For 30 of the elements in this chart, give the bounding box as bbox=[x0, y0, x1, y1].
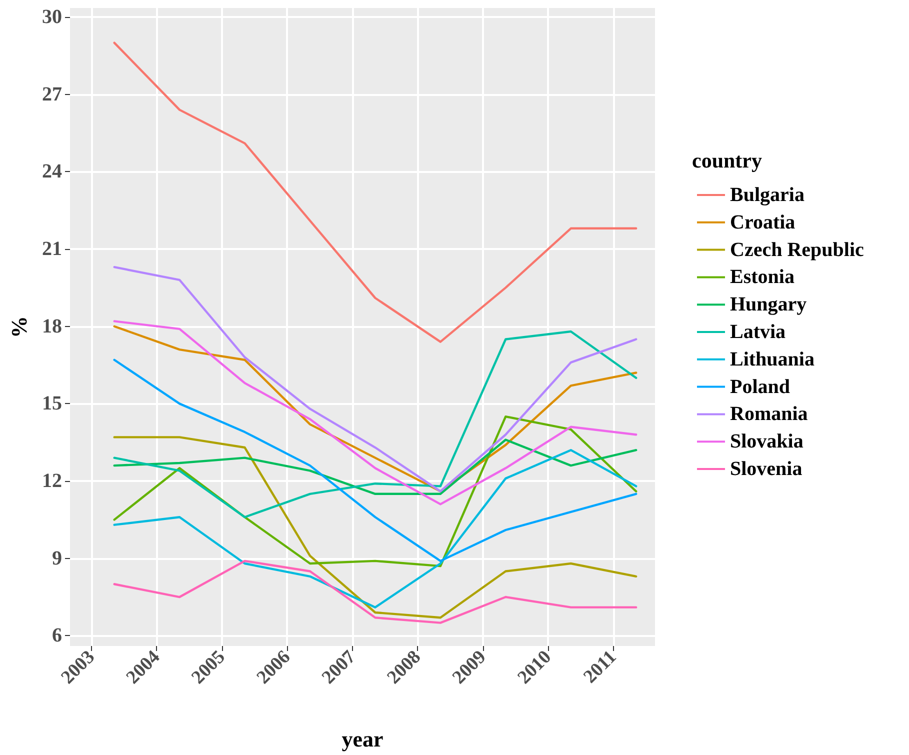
legend-label: Bulgaria bbox=[730, 184, 804, 206]
x-axis-title: year bbox=[342, 726, 384, 752]
y-tick-label: 27 bbox=[42, 83, 62, 106]
legend-title: country bbox=[692, 148, 762, 172]
line-series bbox=[113, 358, 638, 562]
legend-label: Slovenia bbox=[730, 458, 802, 480]
line-series bbox=[113, 42, 638, 343]
legend-label: Estonia bbox=[730, 266, 794, 288]
legend-label: Croatia bbox=[730, 211, 796, 234]
line-series bbox=[113, 266, 638, 492]
legend-label: Lithuania bbox=[730, 348, 814, 370]
y-tick-label: 9 bbox=[52, 547, 62, 570]
legend-label: Hungary bbox=[730, 294, 807, 316]
legend-label: Latvia bbox=[730, 321, 786, 343]
line-series bbox=[113, 438, 638, 496]
y-tick-label: 15 bbox=[42, 392, 62, 415]
legend-label: Slovakia bbox=[730, 430, 804, 453]
y-tick-label: 21 bbox=[42, 238, 62, 260]
legend-label: Poland bbox=[730, 376, 790, 398]
y-tick-label: 30 bbox=[42, 6, 62, 28]
y-tick-label: 12 bbox=[42, 470, 62, 492]
y-tick-label: 18 bbox=[42, 315, 62, 338]
legend-label: Romania bbox=[730, 403, 808, 426]
y-tick-label: 6 bbox=[52, 624, 62, 647]
line-series bbox=[113, 560, 638, 624]
y-tick-label: 24 bbox=[42, 160, 62, 183]
legend-label: Czech Republic bbox=[730, 238, 864, 261]
x-tick-label: 2011 bbox=[580, 646, 621, 688]
y-axis-title: % bbox=[6, 316, 32, 338]
line-series bbox=[113, 415, 638, 568]
